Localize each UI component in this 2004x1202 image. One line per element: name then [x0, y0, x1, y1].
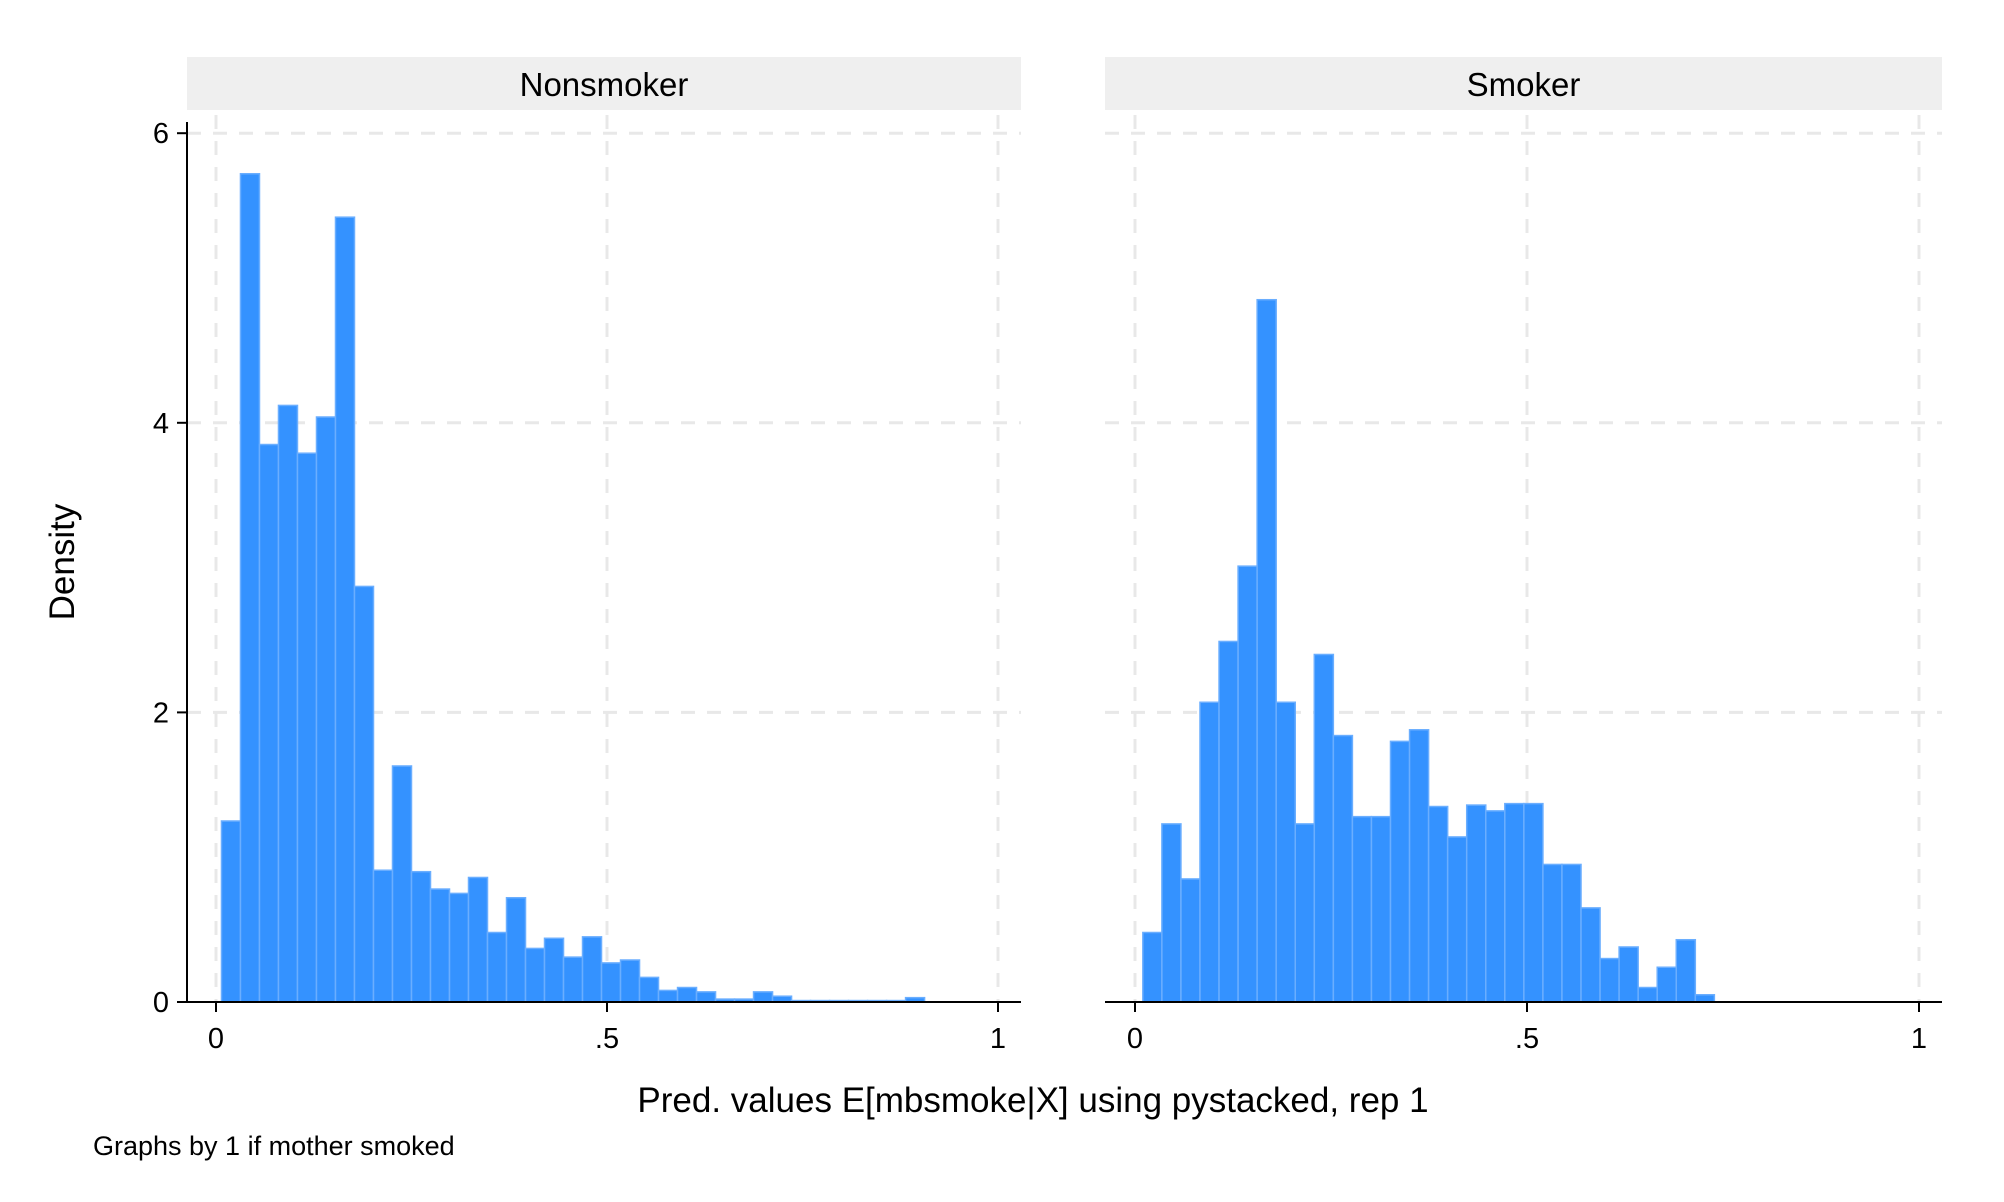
histogram-bar — [353, 585, 375, 1003]
histogram-bar — [1237, 565, 1258, 1003]
histogram-bar — [600, 962, 622, 1003]
histogram-bar — [638, 976, 660, 1003]
histogram-bar — [1332, 734, 1354, 1003]
histogram-bar — [1370, 815, 1392, 1003]
histogram-bar — [562, 956, 584, 1003]
histogram-bar — [676, 986, 698, 1003]
histogram-bar — [505, 896, 527, 1003]
histogram-bar — [1408, 729, 1430, 1003]
histogram-bar — [410, 870, 432, 1003]
histogram-bar — [1446, 836, 1468, 1003]
histogram-bar — [1256, 298, 1277, 1003]
histogram-bar — [429, 888, 451, 1003]
histogram-bar — [467, 876, 489, 1003]
histogram-bar — [334, 216, 356, 1003]
histogram-bar — [1542, 863, 1563, 1003]
histogram-bar — [1427, 805, 1449, 1003]
histogram-bar — [1294, 823, 1316, 1003]
histogram-bar — [1504, 802, 1525, 1003]
histogram-bar — [619, 959, 641, 1003]
histogram-bar — [1218, 640, 1239, 1003]
x-tick-label: .5 — [595, 1023, 619, 1055]
panel-title: Nonsmoker — [520, 66, 689, 103]
histogram-bar — [1599, 957, 1620, 1003]
histogram-bar — [524, 947, 546, 1003]
x-tick-label: 1 — [1911, 1023, 1927, 1055]
histogram-bar — [581, 936, 603, 1003]
strip-background — [187, 57, 1021, 110]
histogram-bar — [1313, 653, 1335, 1003]
histogram-bar — [1275, 701, 1296, 1003]
histogram-bar — [372, 869, 394, 1003]
histogram-bar — [448, 892, 470, 1003]
histogram-bar — [1389, 740, 1411, 1003]
x-tick-label: 0 — [1127, 1023, 1143, 1055]
histogram-bar — [1180, 878, 1201, 1003]
x-tick-label: .5 — [1515, 1023, 1539, 1055]
histogram-bar — [695, 991, 717, 1003]
histogram-bar — [1199, 701, 1220, 1003]
histogram-bar — [391, 765, 413, 1003]
panel-nonsmoker: Nonsmoker 0 .5 1 0 2 4 6 — [153, 57, 1021, 1055]
y-tick-label: 2 — [153, 697, 169, 729]
panel-title: Smoker — [1467, 66, 1581, 103]
x-axis-title: Pred. values E[mbsmoke|X] using pystacke… — [637, 1081, 1428, 1120]
panel-smoker: Smoker 0 .5 1 — [1105, 57, 1942, 1055]
y-tick-label: 6 — [153, 118, 169, 150]
y-axis-title: Density — [43, 503, 82, 620]
x-tick-label: 1 — [990, 1023, 1006, 1055]
histogram-bar — [752, 991, 774, 1003]
histogram-bar — [258, 443, 280, 1003]
histogram-bar — [1561, 863, 1582, 1003]
strip-background — [1105, 57, 1942, 110]
histogram-bar — [220, 820, 242, 1003]
histogram-bar — [1618, 946, 1639, 1003]
y-tick-label: 0 — [153, 987, 169, 1019]
footnote: Graphs by 1 if mother smoked — [93, 1131, 455, 1161]
histogram-bar — [657, 989, 679, 1003]
histogram-bar — [239, 172, 261, 1003]
histogram-bar — [1675, 938, 1697, 1003]
histogram-bar — [486, 931, 508, 1003]
histogram-bar — [1580, 907, 1601, 1003]
histogram-bar — [1465, 804, 1487, 1003]
histogram-bar — [1656, 966, 1678, 1003]
histogram-bar — [1637, 986, 1658, 1003]
histogram-bar — [1351, 815, 1373, 1003]
histogram-bar — [315, 416, 337, 1003]
histogram-bar — [1523, 802, 1544, 1003]
histogram-bar — [277, 404, 299, 1003]
histogram-bar — [1142, 931, 1163, 1003]
x-tick-label: 0 — [208, 1023, 224, 1055]
histogram-bar — [1694, 994, 1716, 1003]
histogram-bar — [1161, 823, 1182, 1003]
histogram-bar — [543, 937, 565, 1003]
y-tick-label: 4 — [153, 408, 169, 440]
histogram-bar — [1485, 810, 1506, 1003]
histogram-bar — [296, 452, 318, 1003]
